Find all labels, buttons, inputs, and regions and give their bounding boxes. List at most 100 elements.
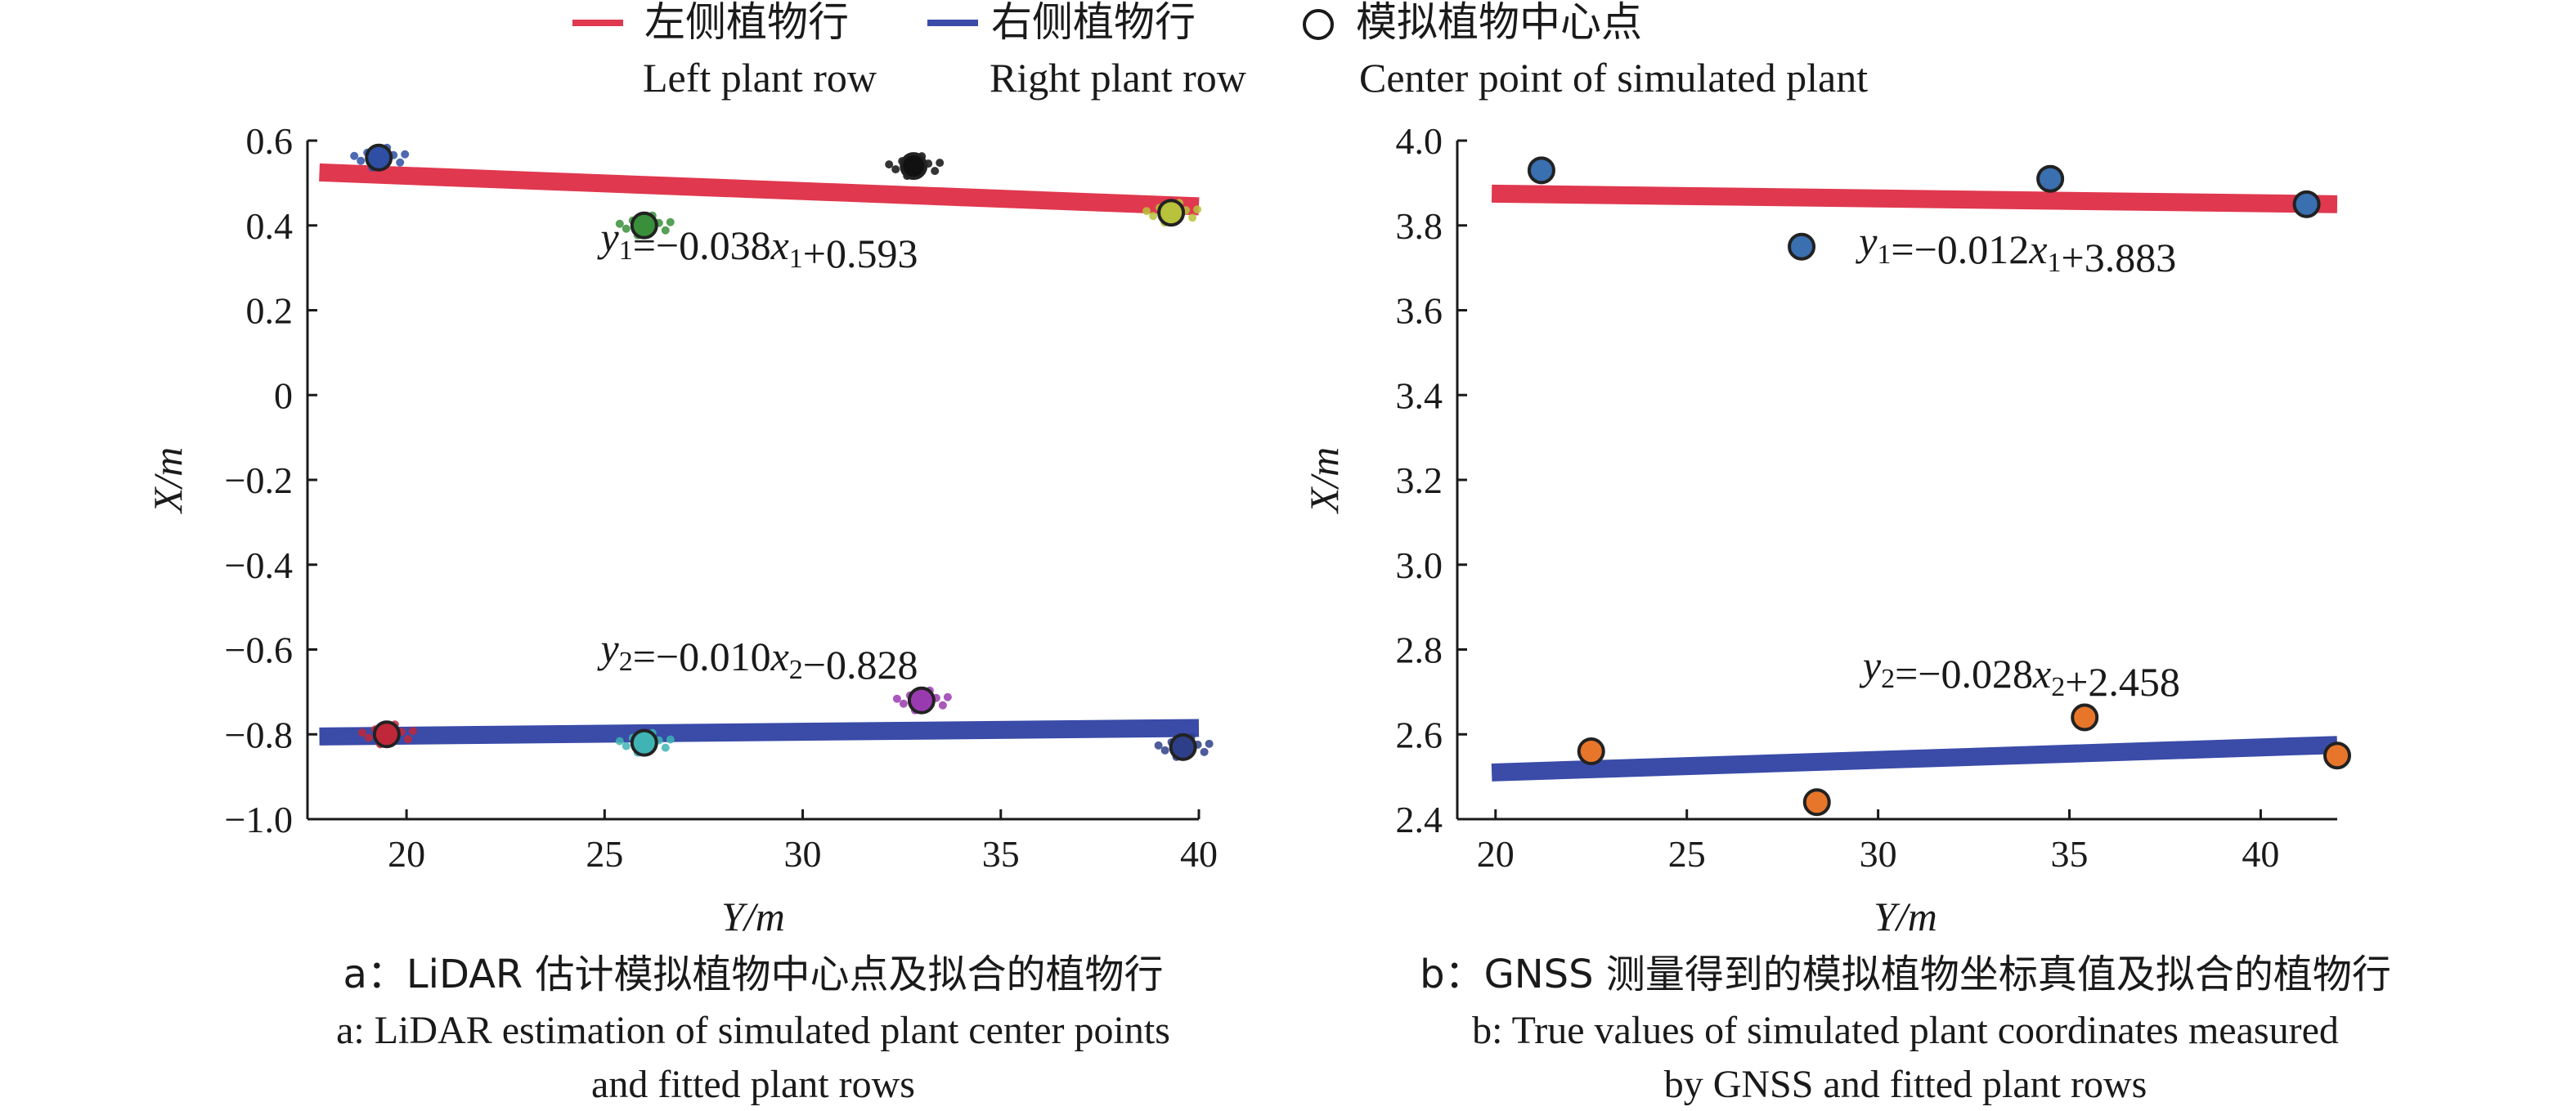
panel-b-equation-2: y2=−0.028x2+2.458	[1859, 643, 2180, 705]
point-cloud-dot	[622, 741, 631, 750]
panel-a-y-tick-label: 0.6	[246, 120, 294, 162]
point-cloud-dot	[1188, 213, 1197, 222]
panel-b-y-axis-label: X/m	[1301, 447, 1347, 515]
panel-a-x-tick-label: 35	[982, 833, 1020, 875]
point-cloud-dot	[943, 692, 952, 701]
panel-b-y-tick-label: 3.4	[1396, 374, 1443, 416]
legend-center-point-cn: 模拟植物中心点	[1356, 0, 1642, 46]
panel-b-x-tick-label: 30	[1860, 833, 1897, 875]
point-cloud-dot	[1160, 746, 1169, 755]
point-cloud-dot	[396, 158, 405, 167]
plant-center-point	[907, 686, 936, 715]
point-cloud-dot	[661, 226, 670, 235]
panel-b-x-tick-label: 20	[1477, 833, 1515, 875]
point-cloud-dot	[1193, 205, 1202, 214]
panel-b-y-tick-label: 2.4	[1396, 799, 1443, 840]
point-cloud-dot	[885, 160, 894, 169]
plant-center-point	[630, 728, 658, 757]
panel-b-x-tick-label: 40	[2242, 833, 2279, 875]
caption-b-en-line2: by GNSS and fitted plant rows	[1664, 1063, 2147, 1106]
legend-left-row-en: Left plant row	[643, 55, 877, 101]
point-cloud-dot	[615, 737, 624, 746]
point-cloud-dot	[1200, 747, 1209, 756]
captions: a：LiDAR 估计模拟植物中心点及拟合的植物行 a: LiDAR estima…	[336, 952, 2391, 1106]
plant-center-point	[1527, 156, 1555, 185]
panel-a-right-row-fit-line	[319, 719, 1200, 746]
point-cloud-dot	[1149, 212, 1158, 221]
caption-b-cn: b：GNSS 测量得到的模拟植物坐标真值及拟合的植物行	[1420, 952, 2391, 997]
panel-a-x-tick-label: 20	[388, 833, 425, 875]
plant-center-point	[365, 143, 393, 172]
panel-b-x-tick-label: 25	[1668, 833, 1706, 875]
plant-center-point	[372, 720, 401, 749]
point-cloud-dot	[403, 735, 412, 744]
panel-a-y-tick-label: −0.2	[225, 459, 293, 501]
legend-right-row-en: Right plant row	[990, 55, 1246, 101]
caption-a-en-line2: and fitted plant rows	[591, 1063, 915, 1106]
point-cloud-dot	[661, 743, 670, 752]
point-cloud-dot	[666, 735, 675, 744]
panel-a-y-tick-label: 0	[274, 374, 293, 416]
point-cloud-dot	[1205, 739, 1214, 748]
panel-b-y-tick-label: 3.2	[1396, 459, 1443, 501]
plant-center-point	[630, 211, 658, 240]
plant-center-point	[1788, 232, 1816, 261]
panel-b-y-tick-label: 3.0	[1396, 544, 1443, 586]
plant-center-point	[2071, 703, 2099, 732]
plant-center-point	[1802, 788, 1831, 817]
panel-b-y-tick-label: 2.6	[1396, 714, 1443, 755]
plant-center-point	[2323, 741, 2351, 770]
panel-b-left-row-fit-line	[1491, 184, 2338, 213]
panel-a-y-tick-label: −0.4	[225, 544, 293, 586]
panel-a-y-axis-label: X/m	[145, 447, 191, 515]
caption-a-en-line1: a: LiDAR estimation of simulated plant c…	[336, 1009, 1170, 1052]
point-cloud-dot	[891, 165, 900, 174]
panel-a-y-tick-label: 0.4	[246, 205, 294, 247]
panel-b-equation-1: y1=−0.012x1+3.883	[1855, 218, 2176, 280]
plant-center-point	[900, 152, 928, 181]
panel-b-x-tick-label: 35	[2051, 833, 2089, 875]
point-cloud-dot	[357, 156, 366, 165]
point-cloud-dot	[938, 701, 947, 710]
point-cloud-dot	[931, 167, 940, 176]
legend: 左侧植物行 Left plant row 右侧植物行 Right plant r…	[572, 0, 1868, 101]
point-cloud-dot	[666, 217, 675, 226]
panel-b-chart: 20 25 30 35 40 4.0 3.8 3.6 3.4 3.2 3.0 2.8 2.6 2.4 y1…	[1301, 120, 2351, 939]
panel-a-y-tick-label: 0.2	[246, 290, 294, 332]
caption-b-en-line1: b: True values of simulated plant coordi…	[1472, 1009, 2339, 1052]
panel-a-equation-1: y1=−0.038x1+0.593	[596, 214, 918, 276]
point-cloud-dot	[1142, 207, 1151, 216]
caption-a-cn: a：LiDAR 估计模拟植物中心点及拟合的植物行	[343, 952, 1163, 997]
plant-center-point	[1157, 199, 1186, 227]
point-cloud-dot	[615, 219, 624, 228]
panel-b-x-axis-label: Y/m	[1874, 894, 1937, 939]
point-cloud-dot	[350, 151, 359, 160]
panel-a-x-tick-label: 25	[586, 833, 623, 875]
point-cloud-dot	[936, 159, 945, 168]
point-cloud-dot	[364, 733, 373, 742]
panel-a-chart: 20 25 30 35 40 0.6 0.4 0.2 0 −0.2 −0.4 −0.6 −0.8 −1.0…	[145, 120, 1218, 939]
legend-right-row-cn: 右侧植物行	[991, 0, 1196, 46]
legend-left-row-cn: 左侧植物行	[644, 0, 849, 46]
panel-a-y-tick-label: −1.0	[225, 799, 293, 840]
point-cloud-dot	[357, 728, 366, 737]
point-cloud-dot	[899, 699, 908, 708]
panel-b-y-tick-label: 2.8	[1396, 629, 1443, 671]
plant-center-point	[2036, 164, 2065, 193]
panel-a-x-tick-label: 30	[784, 833, 822, 875]
point-cloud-dot	[401, 150, 410, 159]
panel-a-left-row-fit-line	[319, 163, 1200, 216]
point-cloud-dot	[622, 224, 631, 233]
panel-a-x-tick-label: 40	[1180, 833, 1218, 875]
panel-b-y-tick-label: 4.0	[1396, 120, 1443, 162]
panel-b-y-tick-label: 3.8	[1396, 205, 1443, 247]
point-cloud-dot	[408, 727, 417, 736]
legend-center-point-swatch	[1303, 9, 1334, 40]
panel-a-y-tick-label: −0.8	[225, 714, 293, 755]
panel-b-y-tick-label: 3.6	[1396, 290, 1443, 332]
plant-center-point	[1169, 732, 1197, 761]
plant-center-point	[1577, 737, 1605, 765]
panel-b-right-row-fit-line	[1491, 736, 2338, 782]
point-cloud-dot	[892, 694, 901, 703]
